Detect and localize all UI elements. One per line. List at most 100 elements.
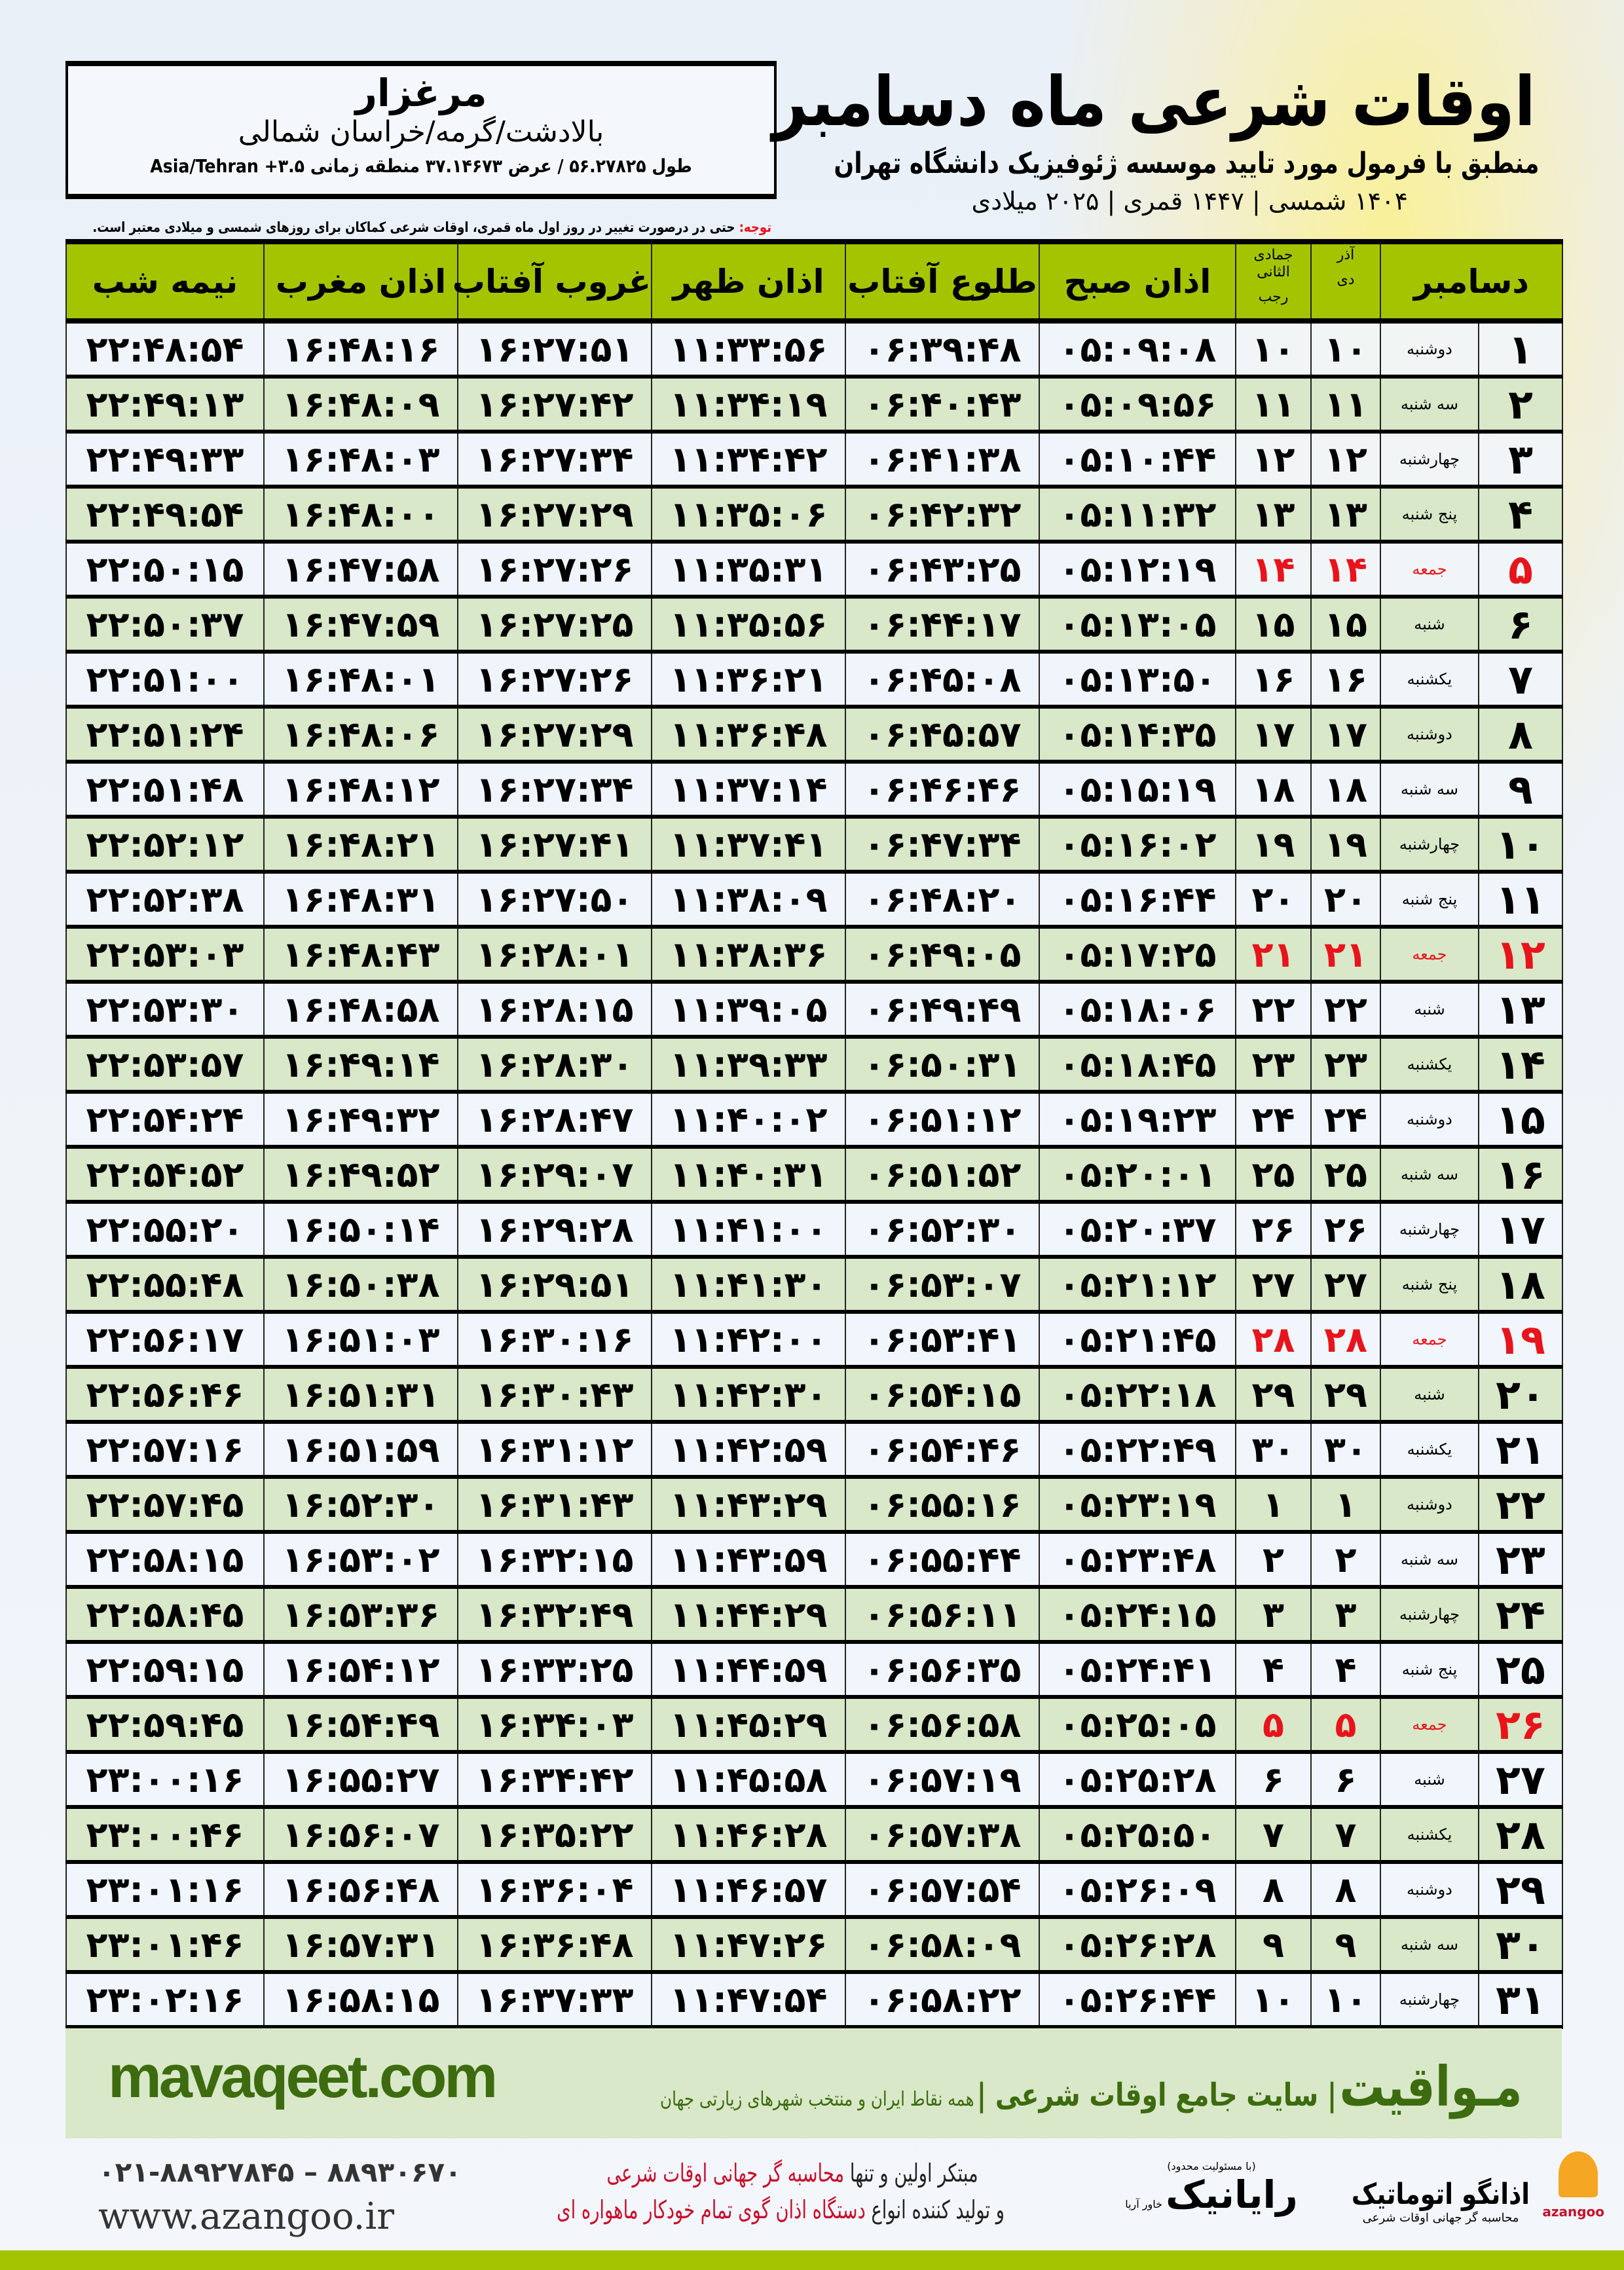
sunset-time: ۱۶:۲۷:۳۴ (457, 762, 652, 817)
table-row: ۱۷ چهارشنبه ۲۶ ۲۶ ۰۵:۲۰:۳۷ ۰۶:۵۲:۳۰ ۱۱:۴۱:۰۰ ۱۶… (65, 1202, 1564, 1257)
header-rajab: جمادی الثانی رجب (1235, 241, 1312, 322)
weekday: چهارشنبه (1379, 432, 1480, 487)
coordinates-text: طول ۵۶.۲۷۸۲۵ / عرض ۳۷.۱۴۶۷۳ منطقه زمانی (310, 155, 692, 177)
day-number: ۴ (1478, 487, 1564, 542)
table-row: ۱۰ چهارشنبه ۱۹ ۱۹ ۰۵:۱۶:۰۲ ۰۶:۴۷:۳۴ ۱۱:۳۷:۴۱ ۱۶… (65, 817, 1564, 872)
dome-icon (1559, 2151, 1598, 2197)
weekday: جمعه (1379, 927, 1480, 982)
maghrib-time: ۱۶:۵۴:۴۹ (263, 1697, 458, 1752)
dhuhr-time: ۱۱:۴۵:۲۹ (651, 1697, 846, 1752)
year-line: ۱۴۰۴ شمسی | ۱۴۴۷ قمری | ۲۰۲۵ میلادی (971, 187, 1408, 215)
dey-date: ۵ (1310, 1697, 1381, 1752)
dey-date: ۲۶ (1310, 1202, 1381, 1257)
note-text: حتی در درصورت تغییر در روز اول ماه قمری،… (92, 219, 739, 235)
midnight-time: ۲۲:۴۸:۵۴ (65, 321, 265, 377)
midnight-time: ۲۳:۰۲:۱۶ (65, 1972, 265, 2027)
maghrib-time: ۱۶:۵۲:۳۰ (263, 1477, 458, 1532)
promo-line2-a: و تولید کننده انواع (865, 2195, 1005, 2224)
midnight-time: ۲۲:۵۷:۱۶ (65, 1422, 265, 1477)
location-box: مرغزار بالادشت/گرمه/خراسان شمالی طول ۵۶.… (65, 61, 777, 199)
fajr-time: ۰۵:۰۹:۰۸ (1039, 321, 1236, 377)
sunrise-time: ۰۶:۴۶:۴۶ (845, 762, 1040, 817)
weekday: دوشنبه (1379, 1092, 1480, 1147)
promo-text: مبتکر اولین و تنها محاسبه گر جهانی اوقات… (498, 2155, 1087, 2228)
bottom-bar (0, 2250, 1624, 2270)
sunrise-time: ۰۶:۵۶:۱۱ (845, 1587, 1040, 1642)
mavaqeet-url[interactable]: mavaqeet.com (108, 2043, 498, 2110)
rajab-date: ۳ (1235, 1587, 1312, 1642)
header-azar-label: آذر (1337, 247, 1355, 263)
fajr-time: ۰۵:۱۴:۳۵ (1039, 707, 1236, 762)
dey-date: ۳۰ (1310, 1422, 1381, 1477)
fajr-time: ۰۵:۰۹:۵۶ (1039, 377, 1236, 432)
prayer-times-table: دسامبر آذر دی جمادی الثانی رجب اذان صبح طل… (65, 239, 1564, 2029)
dhuhr-time: ۱۱:۴۱:۰۰ (651, 1202, 846, 1257)
dhuhr-time: ۱۱:۳۶:۴۸ (651, 707, 846, 762)
fajr-time: ۰۵:۲۰:۳۷ (1039, 1202, 1236, 1257)
fajr-time: ۰۵:۲۶:۲۸ (1039, 1917, 1236, 1972)
raynik-name: رایانیک (1166, 2172, 1298, 2217)
day-number: ۸ (1478, 707, 1564, 762)
midnight-time: ۲۲:۵۰:۳۷ (65, 597, 265, 652)
day-number: ۱۷ (1478, 1202, 1564, 1257)
azangoo-en: azangoo (1542, 2204, 1604, 2220)
midnight-time: ۲۲:۵۳:۳۰ (65, 982, 265, 1037)
sunrise-time: ۰۶:۵۷:۳۸ (845, 1807, 1040, 1862)
maghrib-time: ۱۶:۵۳:۰۲ (263, 1532, 458, 1587)
sunrise-time: ۰۶:۵۵:۱۶ (845, 1477, 1040, 1532)
city-name: مرغزار (355, 71, 487, 115)
dey-date: ۲۳ (1310, 1037, 1381, 1092)
dey-date: ۲۱ (1310, 927, 1381, 982)
midnight-time: ۲۲:۵۱:۴۸ (65, 762, 265, 817)
sunset-time: ۱۶:۲۷:۵۱ (457, 321, 652, 377)
day-number: ۲۰ (1478, 1367, 1564, 1422)
day-number: ۳۱ (1478, 1972, 1564, 2027)
table-row: ۸ دوشنبه ۱۷ ۱۷ ۰۵:۱۴:۳۵ ۰۶:۴۵:۵۷ ۱۱:۳۶:۴۸ ۱۶:۲۷… (65, 707, 1564, 762)
midnight-time: ۲۲:۵۵:۴۸ (65, 1257, 265, 1312)
promo-line2-b: دستگاه اذان گوی تمام خودکار ماهواره ای (557, 2195, 866, 2224)
coordinates: طول ۵۶.۲۷۸۲۵ / عرض ۳۷.۱۴۶۷۳ منطقه زمانی … (103, 150, 739, 183)
maghrib-time: ۱۶:۵۱:۳۱ (263, 1367, 458, 1422)
fajr-time: ۰۵:۱۸:۴۵ (1039, 1037, 1236, 1092)
maghrib-time: ۱۶:۴۸:۰۶ (263, 707, 458, 762)
weekday: دوشنبه (1379, 707, 1480, 762)
fajr-time: ۰۵:۱۳:۵۰ (1039, 652, 1236, 707)
azangoo-logo: اذانگو اتوماتیک محاسبه گر جهانی اوقات شر… (1323, 2151, 1604, 2225)
table-row: ۲۶ جمعه ۵ ۵ ۰۵:۲۵:۰۵ ۰۶:۵۶:۵۸ ۱۱:۴۵:۲۹ ۱۶:۳۴:۰۳… (65, 1697, 1564, 1752)
weekday: پنج شنبه (1379, 487, 1480, 542)
sunrise-time: ۰۶:۴۱:۳۸ (845, 432, 1040, 487)
dey-date: ۳ (1310, 1587, 1381, 1642)
header-midnight: نیمه شب (65, 241, 265, 322)
sunset-time: ۱۶:۳۲:۱۵ (457, 1532, 652, 1587)
sunset-time: ۱۶:۳۲:۴۹ (457, 1587, 652, 1642)
mavaqeet-brand: مـواقیت | سایت جامع اوقات شرعی | همه نقا… (660, 2055, 1522, 2119)
midnight-time: ۲۲:۵۰:۱۵ (65, 542, 265, 597)
header-month: دسامبر (1379, 241, 1564, 322)
sunset-time: ۱۶:۳۴:۴۲ (457, 1752, 652, 1807)
azangoo-website[interactable]: www.azangoo.ir (98, 2195, 395, 2238)
table-row: ۲ سه شنبه ۱۱ ۱۱ ۰۵:۰۹:۵۶ ۰۶:۴۰:۴۳ ۱۱:۳۴:۱۹ ۱۶:۲… (65, 377, 1564, 432)
dhuhr-time: ۱۱:۴۲:۳۰ (651, 1367, 846, 1422)
sunrise-time: ۰۶:۵۱:۱۲ (845, 1092, 1040, 1147)
day-number: ۵ (1478, 542, 1564, 597)
maghrib-time: ۱۶:۵۳:۳۶ (263, 1587, 458, 1642)
dhuhr-time: ۱۱:۴۱:۳۰ (651, 1257, 846, 1312)
midnight-time: ۲۲:۵۸:۴۵ (65, 1587, 265, 1642)
dey-date: ۱۵ (1310, 597, 1381, 652)
fajr-time: ۰۵:۲۱:۱۲ (1039, 1257, 1236, 1312)
midnight-time: ۲۲:۵۴:۲۴ (65, 1092, 265, 1147)
sunset-time: ۱۶:۲۹:۰۷ (457, 1147, 652, 1202)
dhuhr-time: ۱۱:۴۵:۵۸ (651, 1752, 846, 1807)
weekday: جمعه (1379, 542, 1480, 597)
region-name: بالادشت/گرمه/خراسان شمالی (238, 115, 604, 149)
sunset-time: ۱۶:۲۷:۲۵ (457, 597, 652, 652)
brand-tagline-sub: همه نقاط ایران و منتخب شهرهای زیارتی جها… (660, 2088, 974, 2111)
rajab-date: ۲۱ (1235, 927, 1312, 982)
midnight-time: ۲۲:۵۱:۲۴ (65, 707, 265, 762)
midnight-time: ۲۲:۵۲:۱۲ (65, 817, 265, 872)
dhuhr-time: ۱۱:۳۳:۵۶ (651, 321, 846, 377)
rajab-date: ۱۰ (1235, 321, 1312, 377)
dey-date: ۱۸ (1310, 762, 1381, 817)
dey-date: ۲۵ (1310, 1147, 1381, 1202)
day-number: ۲۵ (1478, 1642, 1564, 1697)
